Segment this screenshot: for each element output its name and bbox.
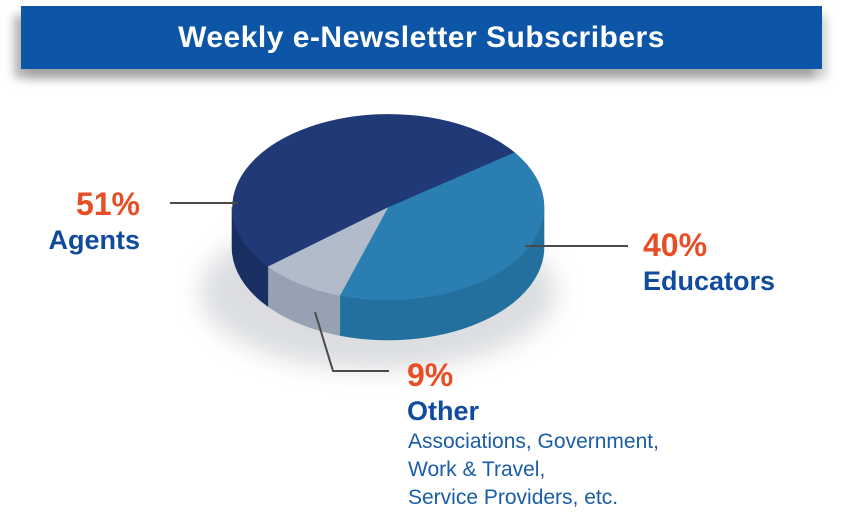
pie-slice-other xyxy=(267,206,389,296)
other-name-label: Other xyxy=(407,396,480,426)
pie-slice-educators xyxy=(339,151,545,301)
agents-name-label: Agents xyxy=(48,225,140,255)
callout-agents: 51% Agents xyxy=(20,187,140,255)
title-banner: Weekly e-Newsletter Subscribers xyxy=(21,6,822,69)
other-percent-label: 9% xyxy=(407,357,454,393)
other-note-line: Associations, Government, xyxy=(408,430,659,453)
agents-percent-label: 51% xyxy=(75,186,140,222)
educators-name-label: Educators xyxy=(643,266,776,296)
callout-educators: 40% Educators xyxy=(643,228,775,296)
other-note: Associations, Government, Work & Travel,… xyxy=(408,428,659,512)
leader-line-other xyxy=(314,311,389,372)
other-note-line: Work & Travel, xyxy=(408,458,546,481)
callout-other: 9% Other xyxy=(407,358,479,426)
chart-title: Weekly e-Newsletter Subscribers xyxy=(178,20,665,54)
other-note-line: Service Providers, etc. xyxy=(408,486,619,509)
pie-slice-agents xyxy=(232,114,515,267)
educators-percent-label: 40% xyxy=(643,227,708,263)
